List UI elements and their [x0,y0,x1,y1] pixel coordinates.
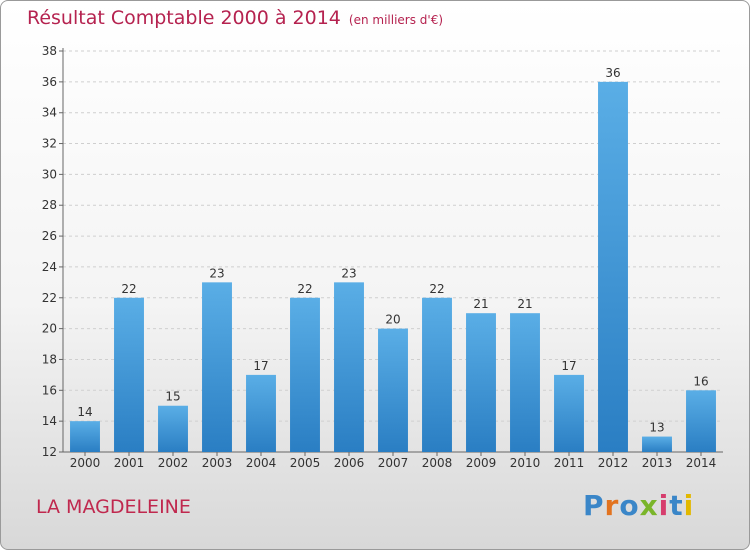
bar-value-label: 21 [473,297,488,311]
bar-value-label: 22 [121,282,136,296]
bar [70,421,100,452]
y-tick-label: 16 [42,383,57,397]
bar-value-label: 16 [693,374,708,388]
x-tick-label: 2011 [554,456,585,470]
title-text: Résultat Comptable 2000 à 2014 [27,7,341,29]
bar-value-label: 22 [297,282,312,296]
y-tick-label: 38 [42,44,57,58]
bar-value-label: 17 [561,359,576,373]
y-tick-label: 22 [42,291,57,305]
logo-letter: i [658,489,670,522]
logo-letter: r [604,489,620,522]
x-tick-label: 2002 [158,456,189,470]
y-tick-label: 20 [42,322,57,336]
bar [422,297,452,452]
bar [554,374,584,452]
bar-value-label: 14 [77,405,92,419]
bar-value-label: 20 [385,313,400,327]
bar-value-label: 23 [341,266,356,280]
logo-letter: x [639,489,659,522]
logo-letter: i [683,489,695,522]
bar [686,390,716,452]
bar [158,405,188,452]
logo-letter: o [619,489,640,522]
bar [642,436,672,452]
x-tick-label: 2000 [70,456,101,470]
bar-value-label: 13 [649,421,664,435]
y-tick-label: 34 [42,106,57,120]
bar [202,282,232,452]
proxiti-logo: Proxiti [583,489,694,522]
x-tick-label: 2001 [114,456,145,470]
chart-title: Résultat Comptable 2000 à 2014 (en millie… [27,7,443,29]
chart-subtitle: (en milliers d'€) [348,13,444,27]
bar [114,297,144,452]
logo-letter: t [669,489,684,522]
y-tick-label: 30 [42,167,57,181]
bar [246,374,276,452]
y-tick-label: 24 [42,260,57,274]
bar [598,81,628,452]
bar-value-label: 23 [209,266,224,280]
x-tick-label: 2014 [686,456,717,470]
x-tick-label: 2013 [642,456,673,470]
x-tick-label: 2007 [378,456,409,470]
logo-letter: P [583,489,605,522]
y-tick-label: 32 [42,137,57,151]
bar [334,282,364,452]
y-tick-label: 28 [42,198,57,212]
x-tick-label: 2009 [466,456,497,470]
y-tick-label: 26 [42,229,57,243]
x-tick-label: 2006 [334,456,365,470]
y-tick-label: 14 [42,414,57,428]
bar-value-label: 15 [165,390,180,404]
x-tick-label: 2003 [202,456,233,470]
x-tick-label: 2005 [290,456,321,470]
bar-value-label: 17 [253,359,268,373]
x-tick-label: 2012 [598,456,629,470]
bar-value-label: 22 [429,282,444,296]
bar-value-label: 36 [605,66,620,80]
x-tick-label: 2010 [510,456,541,470]
y-tick-label: 36 [42,75,57,89]
x-tick-label: 2004 [246,456,277,470]
place-name: LA MAGDELEINE [36,496,191,518]
bar [466,313,496,452]
bar [378,328,408,452]
bar-value-label: 21 [517,297,532,311]
y-tick-label: 12 [42,445,57,459]
bar [510,313,540,452]
x-tick-label: 2008 [422,456,453,470]
y-tick-label: 18 [42,352,57,366]
bar [290,297,320,452]
